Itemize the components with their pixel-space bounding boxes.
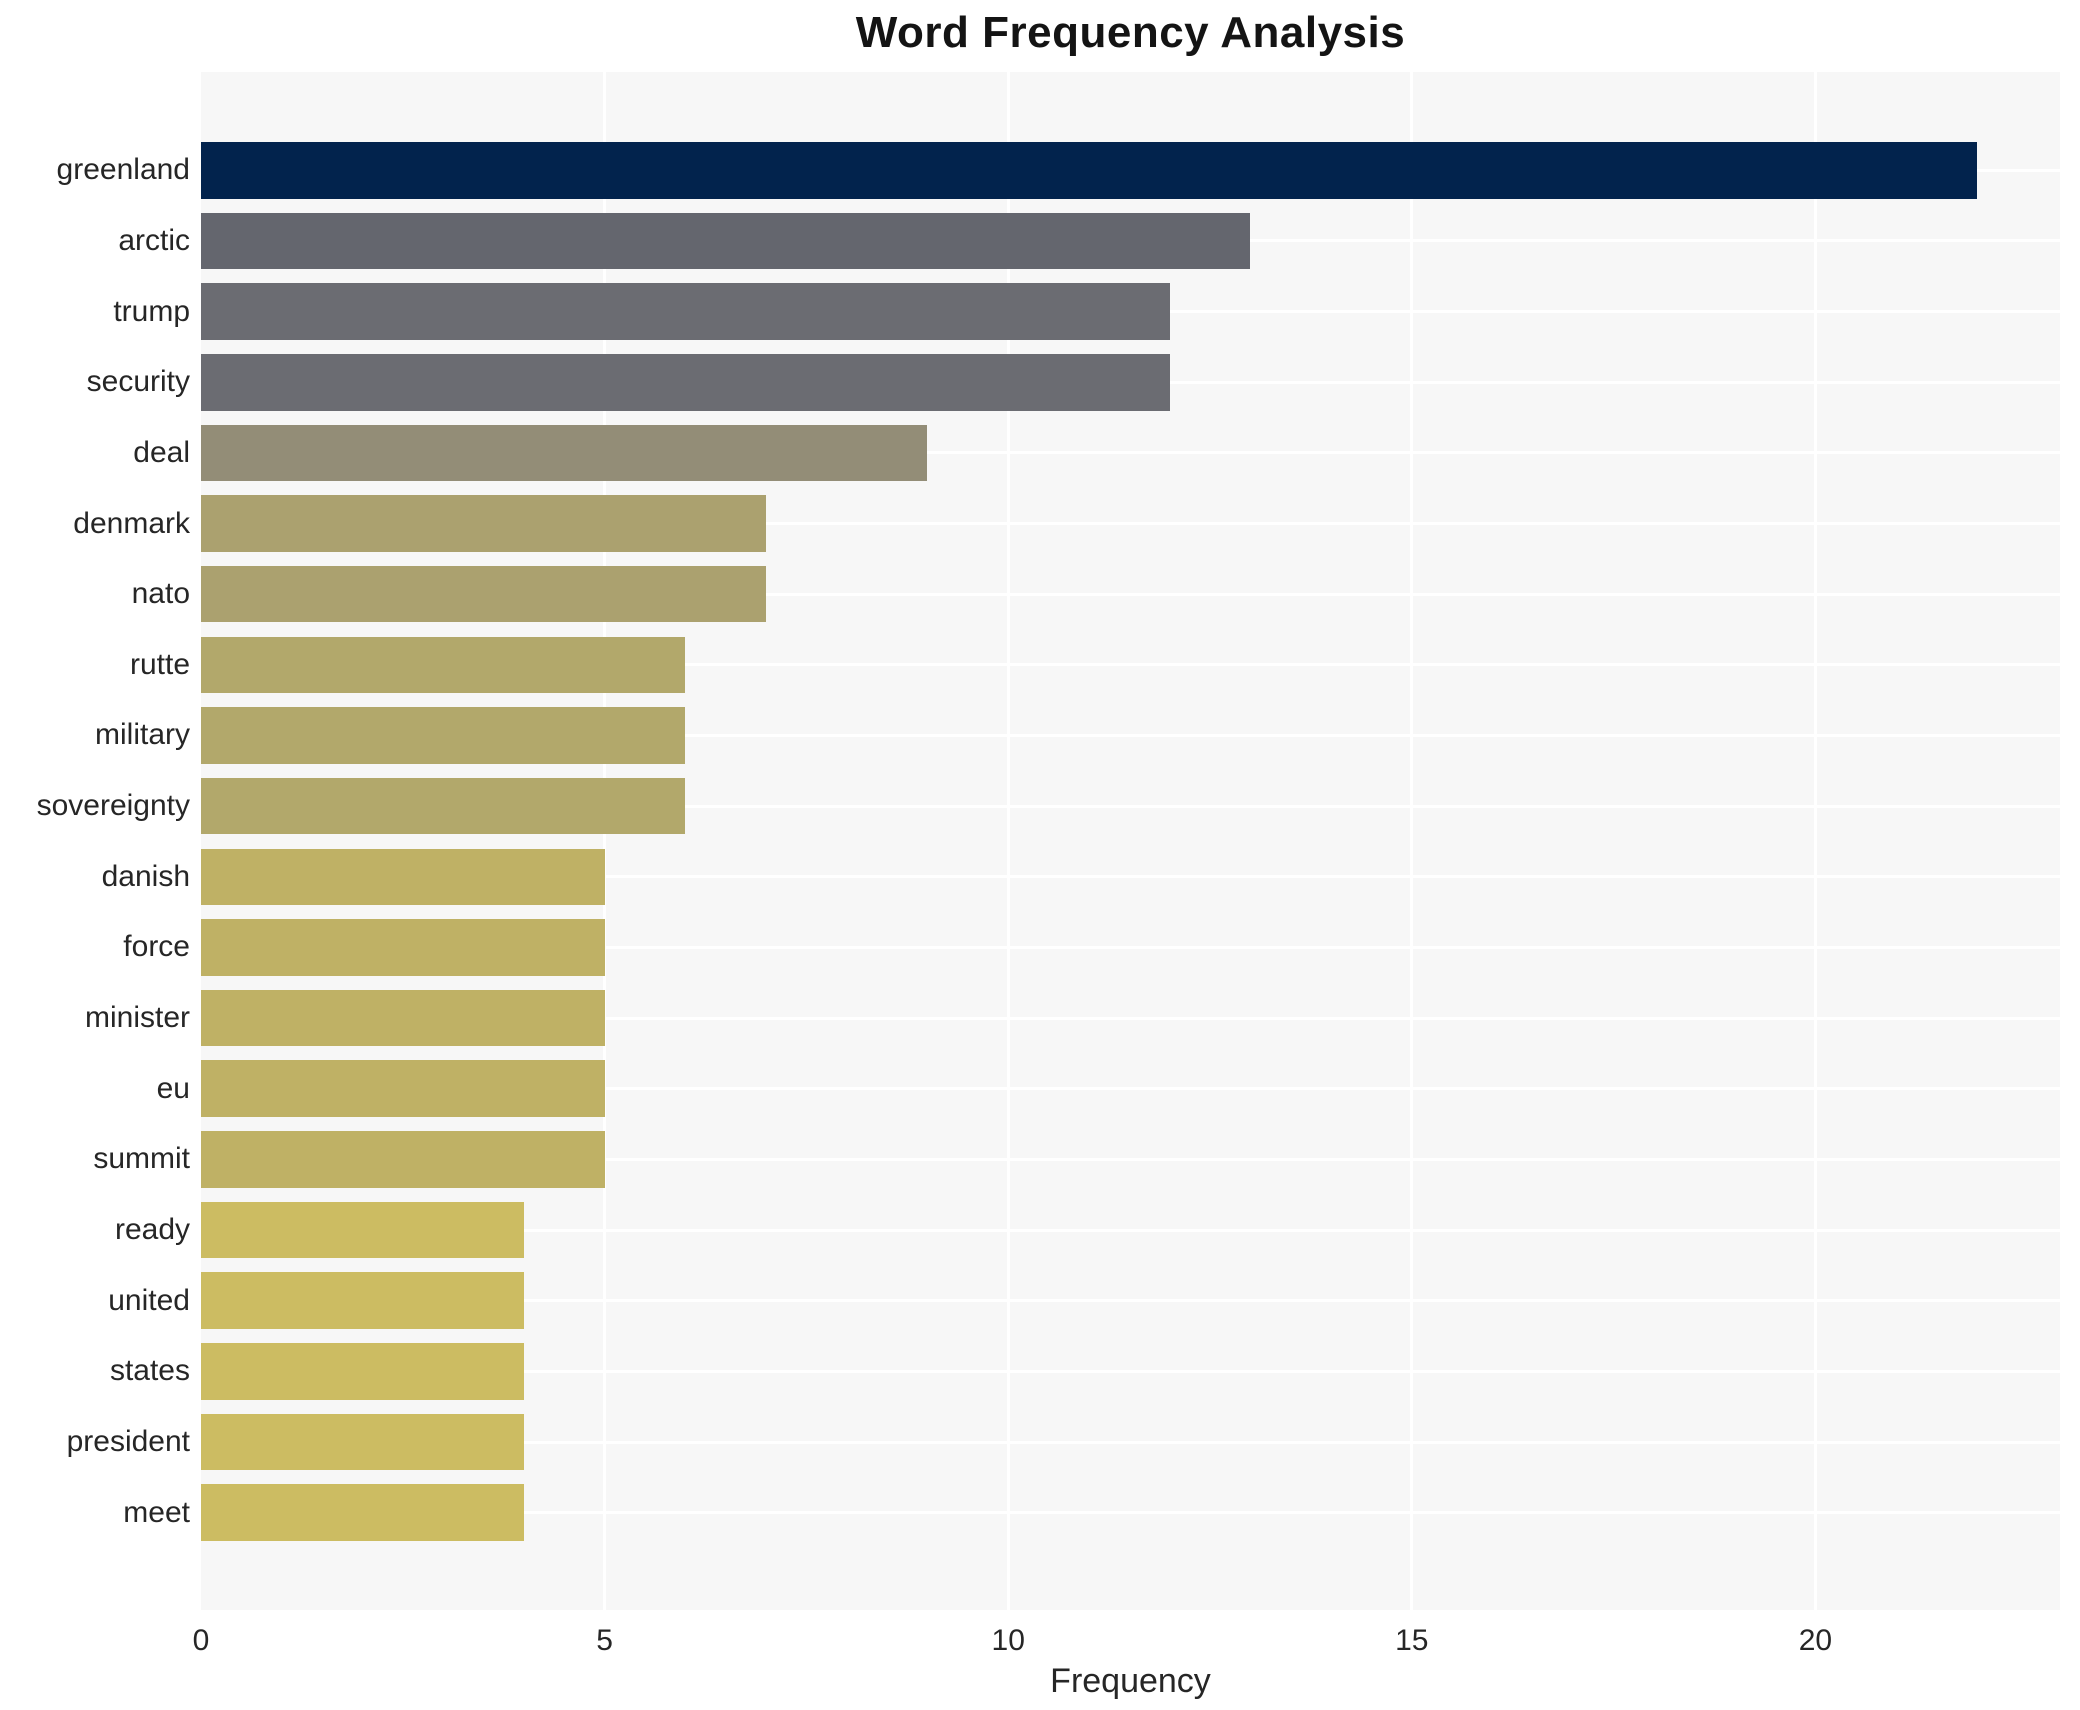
bar-row: arctic [0, 212, 2080, 270]
category-label: states [109, 1354, 190, 1388]
category-label: denmark [73, 506, 190, 540]
horizontal-gridline [201, 1511, 2060, 1515]
bar [201, 848, 605, 906]
bar [201, 424, 928, 482]
vertical-gridline [1813, 72, 1817, 1610]
category-label: summit [93, 1142, 190, 1176]
vertical-gridline [1006, 72, 1010, 1610]
horizontal-gridline [201, 1016, 2060, 1020]
bar [201, 919, 605, 976]
x-tick-label: 15 [1395, 1624, 1429, 1657]
vertical-gridline [603, 72, 607, 1610]
bar-row: nato [0, 565, 2080, 623]
category-label: eu [156, 1071, 190, 1105]
category-label: united [108, 1283, 190, 1317]
bar [201, 1060, 605, 1118]
bar [201, 1201, 524, 1259]
horizontal-gridline [201, 804, 2060, 808]
category-label: minister [84, 1001, 190, 1035]
bar-row: ready [0, 1201, 2080, 1259]
bar-row: security [0, 353, 2080, 411]
category-label: rutte [129, 647, 190, 681]
horizontal-gridline [201, 945, 2060, 949]
bar [201, 636, 686, 694]
chart-title: Word Frequency Analysis [855, 8, 1406, 57]
category-label: meet [123, 1495, 190, 1529]
horizontal-gridline [201, 451, 2060, 455]
bar [201, 212, 1251, 270]
horizontal-gridline [201, 1087, 2060, 1091]
bar-row: summit [0, 1131, 2080, 1188]
bar-row: minister [0, 989, 2080, 1047]
category-label: sovereignty [36, 789, 190, 823]
horizontal-gridline [201, 1369, 2060, 1373]
bar-row: rutte [0, 636, 2080, 694]
x-tick-label: 5 [596, 1624, 613, 1657]
bar-row: sovereignty [0, 777, 2080, 835]
bar [201, 142, 1977, 199]
bar [201, 707, 686, 764]
bar [201, 1484, 524, 1541]
bar [201, 1343, 524, 1400]
bar [201, 989, 605, 1047]
bar [201, 495, 767, 552]
bar-row: danish [0, 848, 2080, 906]
category-label: greenland [56, 153, 190, 187]
bar-row: meet [0, 1484, 2080, 1541]
horizontal-gridline [201, 1440, 2060, 1444]
bar-row: greenland [0, 142, 2080, 199]
bar [201, 1131, 605, 1188]
x-tick-label: 0 [192, 1624, 210, 1657]
category-label: trump [113, 294, 190, 328]
vertical-gridline [1410, 72, 1414, 1610]
bar-row: trump [0, 283, 2080, 340]
category-label: deal [133, 435, 190, 469]
bar-row: president [0, 1413, 2080, 1471]
bar-row: military [0, 707, 2080, 764]
category-label: force [123, 930, 190, 964]
bar-row: deal [0, 424, 2080, 482]
bar [201, 565, 767, 623]
category-label: nato [131, 577, 190, 611]
horizontal-gridline [201, 1299, 2060, 1303]
category-label: ready [114, 1213, 190, 1247]
bar [201, 353, 1170, 411]
bar-row: states [0, 1343, 2080, 1400]
category-label: arctic [118, 223, 190, 257]
bar [201, 777, 686, 835]
horizontal-gridline [201, 875, 2060, 879]
x-axis-title: Frequency [1050, 1662, 1211, 1700]
category-label: danish [101, 859, 190, 893]
x-tick-label: 20 [1798, 1624, 1833, 1657]
horizontal-gridline [201, 592, 2060, 596]
bar [201, 283, 1170, 340]
bar-row: denmark [0, 495, 2080, 552]
x-tick-label: 10 [991, 1624, 1025, 1657]
category-label: military [95, 718, 190, 752]
horizontal-gridline [201, 663, 2060, 667]
bar [201, 1413, 524, 1471]
bar-row: eu [0, 1060, 2080, 1118]
category-label: president [66, 1424, 190, 1458]
bar-row: united [0, 1272, 2080, 1329]
horizontal-gridline [201, 734, 2060, 737]
bar-row: force [0, 919, 2080, 976]
category-label: security [86, 365, 190, 399]
horizontal-gridline [201, 1228, 2060, 1232]
horizontal-gridline [201, 522, 2060, 526]
horizontal-gridline [201, 1157, 2060, 1161]
bar [201, 1272, 524, 1329]
